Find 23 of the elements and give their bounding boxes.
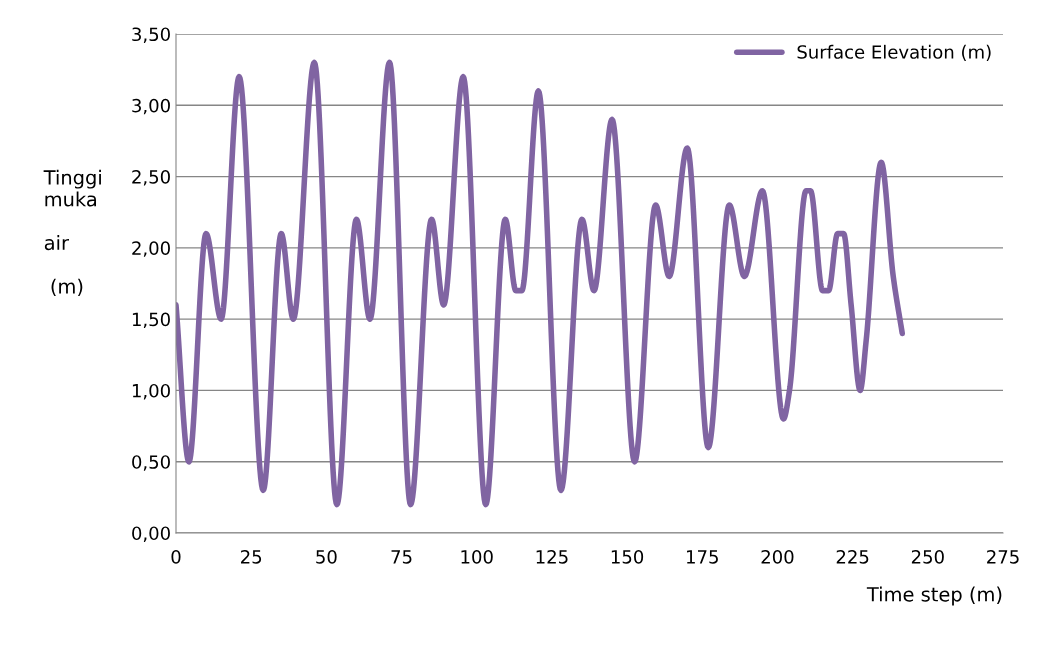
x-tick-label: 75 bbox=[391, 550, 412, 564]
x-tick-label: 175 bbox=[687, 550, 718, 564]
x-tick-label: 25 bbox=[241, 549, 262, 564]
y-tick-label: 2,00 bbox=[132, 241, 170, 257]
x-axis-title: Time step (m) bbox=[866, 586, 1002, 606]
x-tick-label: 200 bbox=[761, 549, 794, 564]
x-tick-label: 100 bbox=[461, 549, 493, 564]
text: Tinggi muka air (m) bbox=[43, 169, 101, 296]
y-tick-label: 1,00 bbox=[132, 383, 170, 400]
y-tick-label: 0,00 bbox=[132, 526, 170, 542]
x-tick-label: 150 bbox=[611, 549, 644, 564]
x-tick-label: 125 bbox=[536, 549, 568, 564]
x-tick-label: 0 bbox=[171, 549, 181, 564]
x-tick-label: 275 bbox=[987, 549, 1019, 564]
y-tick-label: 3,00 bbox=[132, 98, 170, 115]
y-tick-label: 1,50 bbox=[132, 312, 170, 329]
x-tick-label: 50 bbox=[316, 549, 337, 564]
x-tick-label: 225 bbox=[836, 549, 869, 564]
legend-label: Surface Elevation (m) bbox=[797, 44, 991, 61]
y-tick-label: 2,50 bbox=[132, 170, 170, 186]
y-tick-label: 3,50 bbox=[132, 27, 170, 43]
y-tick-label: 0,50 bbox=[132, 455, 170, 471]
x-tick-label: 250 bbox=[911, 549, 944, 564]
